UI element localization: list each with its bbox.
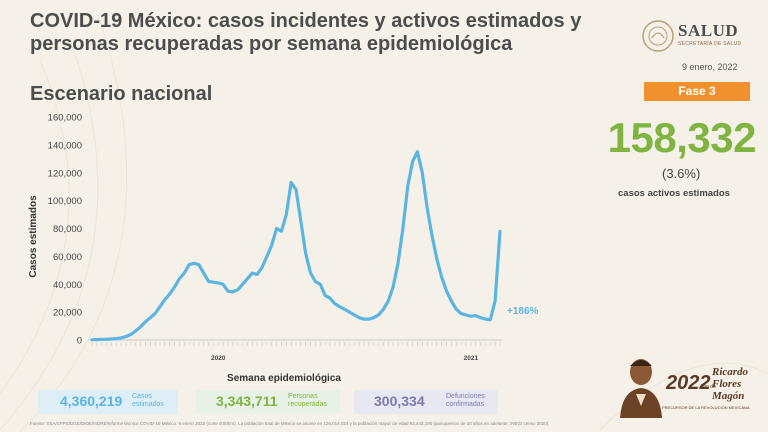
active-cases-value: 158,332	[607, 114, 757, 161]
salud-logo-tagline: SECRETARÍA DE SALUD	[678, 41, 742, 47]
y-tick-label: 60,000	[53, 252, 82, 263]
stat-recovered-label-2: recuperadas	[288, 401, 327, 408]
brand-year: 2022	[666, 372, 711, 394]
salud-logo-text: SALUD	[678, 21, 739, 40]
phase-badge: Fase 3	[644, 82, 750, 101]
brand-suffix: Año de	[700, 384, 716, 390]
chart-title: COVID-19 México: casos incidentes y acti…	[30, 10, 582, 55]
stat-box-deaths: 300,334 Defunciones confirmadas	[354, 390, 498, 414]
growth-annotation: +186%	[507, 306, 539, 317]
brand-tagline: PRECURSOR DE LA REVOLUCIÓN MEXICANA	[662, 405, 750, 410]
y-tick-label: 40,000	[53, 280, 82, 291]
stat-recovered-label-1: Personas	[288, 393, 318, 400]
stat-cases-label-1: Casos	[132, 393, 152, 400]
year-label: 2021	[464, 355, 479, 362]
series-line-estimated-cases	[90, 150, 502, 342]
salud-emblem-icon	[642, 20, 674, 52]
active-cases-label: casos activos estimados	[618, 188, 730, 199]
stat-deaths-label-1: Defunciones	[446, 393, 485, 400]
report-date: 9 enero, 2022	[682, 62, 738, 72]
y-tick-label: 160,000	[48, 113, 82, 124]
chart-subtitle: Escenario nacional	[30, 83, 213, 105]
y-tick-label: 100,000	[48, 196, 82, 207]
stat-deaths-value: 300,334	[374, 393, 425, 409]
stat-deaths-label-2: confirmadas	[446, 401, 485, 408]
source-footnote: Fuente: SSA/SPPS/DGE/DIOE/InDRE/Informe …	[30, 421, 550, 426]
year-label: 2020	[211, 355, 226, 362]
stat-box-recovered: 3,343,711 Personas recuperadas	[196, 390, 340, 414]
y-axis-title: Casos estimados	[28, 195, 39, 278]
stat-cases-label-2: estimados	[132, 401, 164, 408]
y-tick-label: 140,000	[48, 140, 82, 151]
active-cases-percent: (3.6%)	[662, 166, 701, 181]
y-tick-label: 0	[77, 336, 82, 347]
stat-cases-value: 4,360,219	[60, 393, 123, 409]
stat-box-cases: 4,360,219 Casos estimados	[38, 390, 178, 414]
y-tick-label: 120,000	[48, 168, 82, 179]
x-axis-title: Semana epidemiológica	[227, 373, 341, 384]
stat-recovered-value: 3,343,711	[216, 393, 278, 409]
brand-name: Ricardo Flores Magón	[712, 366, 749, 402]
y-tick-label: 20,000	[53, 308, 82, 319]
portrait-icon	[620, 359, 662, 418]
y-tick-label: 80,000	[53, 224, 82, 235]
